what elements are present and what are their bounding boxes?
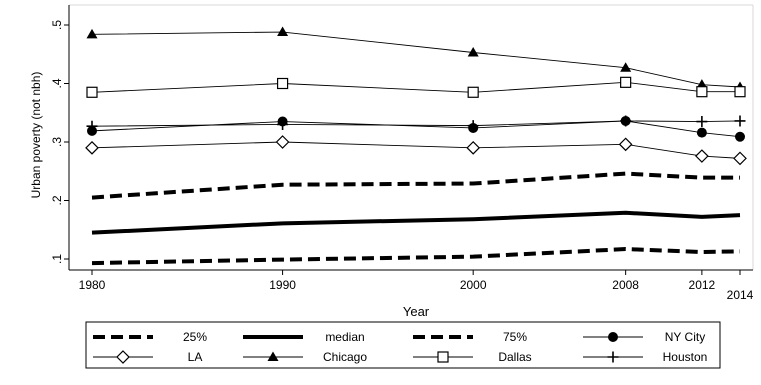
series-line-dallas: [91, 81, 740, 93]
data-point-chicago: [467, 46, 479, 57]
data-point-houston: [86, 120, 98, 132]
legend-marker: [437, 351, 449, 363]
legend-item-25pct: 25%: [93, 330, 207, 344]
data-point-ny-city: [735, 131, 745, 142]
legend-marker: [607, 351, 619, 363]
legend-item-ny-city: NY City: [583, 330, 705, 344]
y-axis-label: Urban poverty (not nbh): [29, 72, 43, 199]
data-point-la: [85, 141, 99, 155]
series-median: [91, 210, 741, 235]
data-point-houston: [467, 120, 479, 132]
data-point-la: [466, 141, 481, 155]
legend: 25% median 75% NY City LA Chicago Dallas Housto…: [85, 321, 721, 369]
series-chicago: [86, 26, 746, 92]
legend-item-dallas: Dallas: [413, 350, 532, 364]
legend-label: 75%: [503, 330, 527, 344]
legend-marker: [608, 332, 618, 342]
data-point-houston: [696, 116, 708, 128]
data-point-dallas: [734, 86, 746, 98]
data-point-la: [618, 137, 633, 152]
data-point-chicago: [620, 62, 632, 72]
y-tick-label: .3: [50, 137, 64, 147]
x-tick-label: 2008: [612, 278, 639, 292]
data-point-la: [733, 151, 747, 166]
legend-label: median: [325, 330, 364, 344]
series-line-chicago: [91, 31, 741, 88]
series-25pct: [91, 247, 741, 266]
series-line-75pct: [91, 171, 740, 200]
series-75pct: [91, 171, 740, 200]
legend-marker: [267, 351, 279, 361]
y-tick-label: .4: [50, 78, 64, 88]
legend-marker: [116, 350, 130, 364]
data-point-la: [695, 149, 709, 163]
x-tick-label: 1990: [269, 278, 296, 292]
x-axis-label: Year: [403, 304, 430, 319]
legend-label: 25%: [183, 330, 207, 344]
x-tick-label: 2012: [689, 278, 716, 292]
series-houston: [86, 115, 746, 132]
legend-item-la: LA: [93, 350, 202, 364]
series-line-median: [91, 210, 741, 235]
data-point-dallas: [696, 86, 708, 98]
data-point-chicago: [277, 26, 289, 37]
data-point-dallas: [86, 86, 98, 98]
legend-item-75pct: 75%: [413, 330, 527, 344]
series-line-la: [91, 141, 741, 159]
series-ny-city: [87, 115, 745, 142]
y-tick-label: .1: [50, 254, 64, 264]
x-tick-label: 2014: [727, 288, 754, 302]
data-point-ny-city: [696, 127, 707, 138]
legend-item-houston: Houston: [583, 350, 707, 364]
data-point-dallas: [467, 86, 479, 98]
legend-label: Dallas: [498, 350, 531, 364]
legend-label: Chicago: [323, 350, 367, 364]
series-line-25pct: [91, 247, 741, 266]
data-point-chicago: [86, 28, 98, 39]
series-line-ny-city: [91, 120, 741, 138]
x-tick-label: 1980: [79, 278, 106, 292]
data-point-houston: [734, 115, 746, 127]
data-point-dallas: [276, 77, 289, 90]
x-tick-label: 2000: [460, 278, 487, 292]
data-point-la: [275, 135, 290, 149]
series-line-houston: [91, 120, 741, 127]
legend-item-chicago: Chicago: [243, 350, 367, 364]
legend-label: NY City: [665, 330, 705, 344]
legend-label: LA: [188, 350, 203, 364]
legend-box: [85, 321, 721, 369]
data-point-dallas: [620, 76, 632, 88]
data-point-houston: [620, 115, 632, 127]
series-dallas: [86, 76, 746, 98]
series-la: [85, 135, 747, 166]
y-tick-label: .2: [50, 195, 64, 205]
legend-item-median: median: [243, 330, 365, 344]
data-point-houston: [277, 118, 289, 130]
legend-label: Houston: [663, 350, 708, 364]
y-tick-label: .5: [50, 20, 64, 30]
plot-area: .1 .2 .3 .4 .5 1980 1990 2000 2008 2012 2014: [50, 4, 754, 302]
